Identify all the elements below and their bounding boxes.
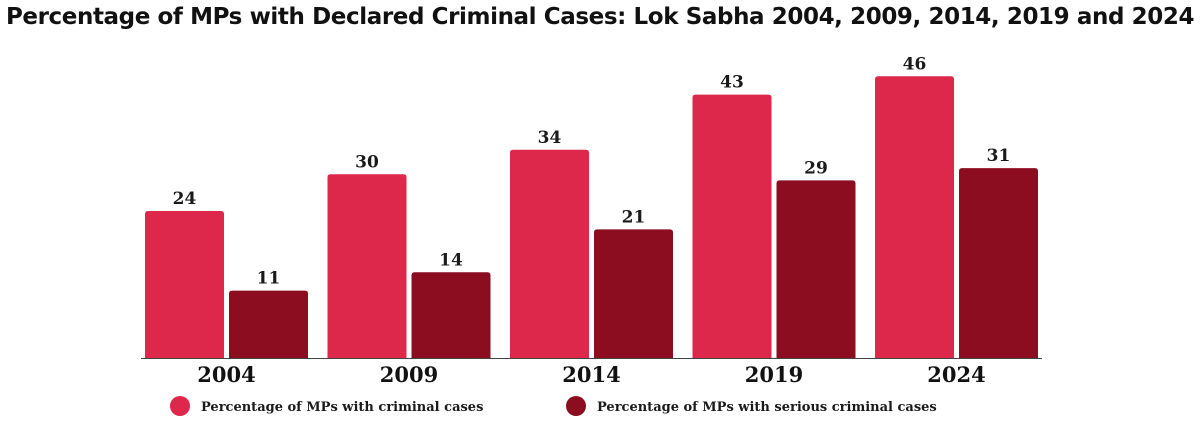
category-label-2014: 2014 [562,362,620,387]
bar-criminal-2009 [327,174,407,358]
value-label-serious-2009: 14 [439,250,463,270]
legend-swatch-serious [566,396,586,416]
category-labels-layer: 2004 2009 2014 2019 2024 [197,362,985,387]
value-label-serious-2014: 21 [622,207,646,227]
value-label-serious-2019: 29 [804,158,828,178]
value-labels-layer: 24 11 30 14 34 21 43 29 46 31 [173,54,1011,288]
bar-serious-2004 [229,290,308,358]
legend-label-serious: Percentage of MPs with serious criminal … [597,400,937,415]
bar-serious-2014 [594,229,673,358]
legend: Percentage of MPs with criminal cases Per… [170,396,937,416]
legend-swatch-criminal [170,396,190,416]
value-label-serious-2024: 31 [987,146,1011,166]
value-label-criminal-2004: 24 [173,189,197,209]
bar-criminal-2024 [875,76,954,358]
bars-layer [141,76,1042,359]
value-label-criminal-2024: 46 [903,54,927,74]
bar-serious-2009 [411,272,491,358]
bar-criminal-2004 [145,211,224,358]
category-label-2024: 2024 [927,362,985,387]
value-label-criminal-2009: 30 [355,152,379,172]
bar-criminal-2019 [692,94,772,358]
bar-criminal-2014 [510,149,589,358]
legend-label-criminal: Percentage of MPs with criminal cases [201,400,483,415]
value-label-criminal-2019: 43 [720,73,744,93]
category-label-2009: 2009 [380,362,438,387]
bar-serious-2019 [776,180,856,358]
chart-title: Percentage of MPs with Declared Criminal… [5,4,1195,30]
value-label-serious-2004: 11 [257,269,281,289]
category-label-2004: 2004 [197,362,255,387]
category-label-2019: 2019 [745,362,803,387]
bar-serious-2024 [959,168,1038,358]
value-label-criminal-2014: 34 [538,128,562,148]
